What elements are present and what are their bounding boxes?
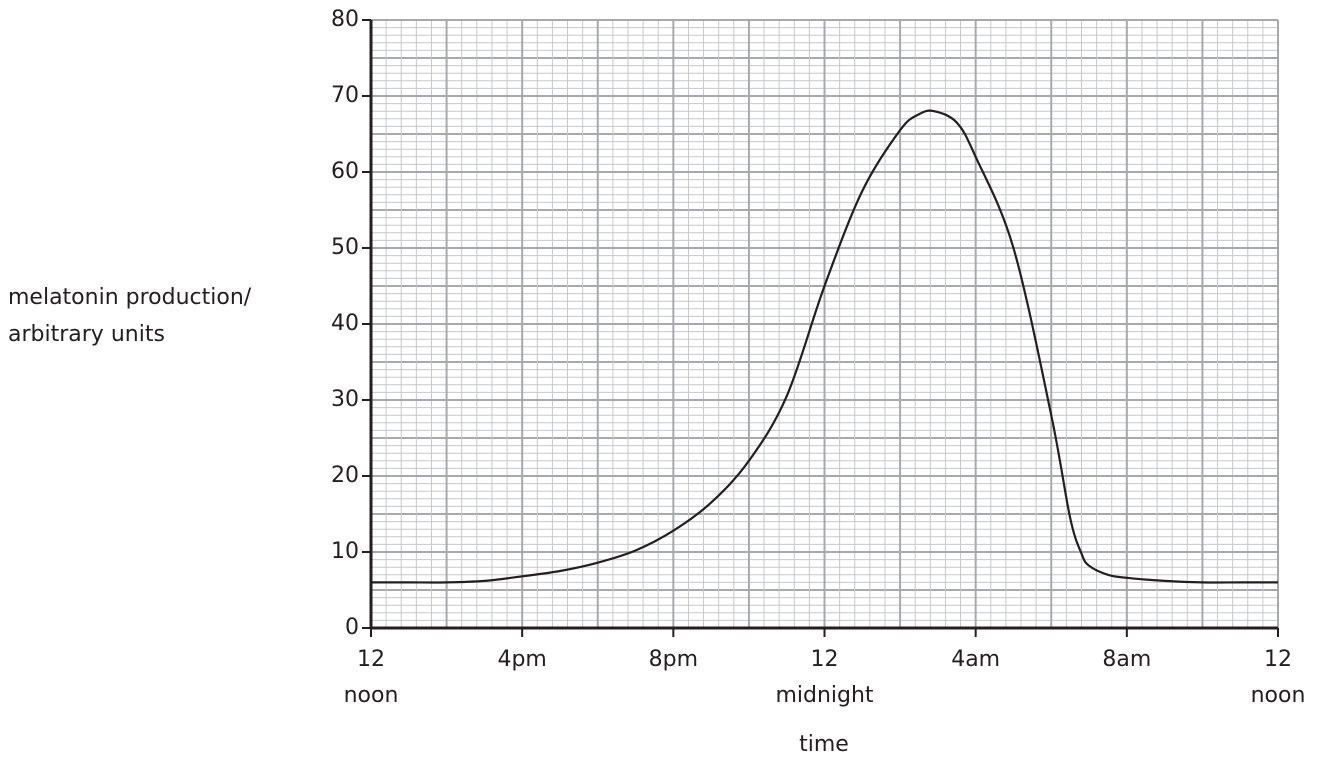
y-axis-label: melatonin production/ [8,285,252,310]
line-series [370,109,1278,584]
x-tick-sublabel: noon [1251,683,1306,708]
y-tick-label: 80 [331,7,359,32]
y-tick-label: 10 [331,539,359,564]
y-axis-label: arbitrary units [8,322,165,347]
x-tick-sublabel: noon [344,683,399,708]
x-tick-label: 8pm [649,647,698,672]
x-tick-label: 4pm [497,647,546,672]
y-tick-label: 40 [331,311,359,336]
x-tick-label: 4am [951,647,1000,672]
y-tick-label: 50 [331,235,359,260]
x-tick-label: 12 [357,647,385,672]
y-tick-label: 70 [331,83,359,108]
y-tick-label: 60 [331,159,359,184]
x-axis-label: time [799,732,849,757]
y-tick-label: 30 [331,387,359,412]
x-tick-label: 8am [1102,647,1151,672]
y-tick-label: 0 [345,615,359,640]
x-tick-label: 12 [1264,647,1292,672]
y-tick-label: 20 [331,463,359,488]
x-tick-sublabel: midnight [775,683,873,708]
x-tick-label: 12 [811,647,839,672]
